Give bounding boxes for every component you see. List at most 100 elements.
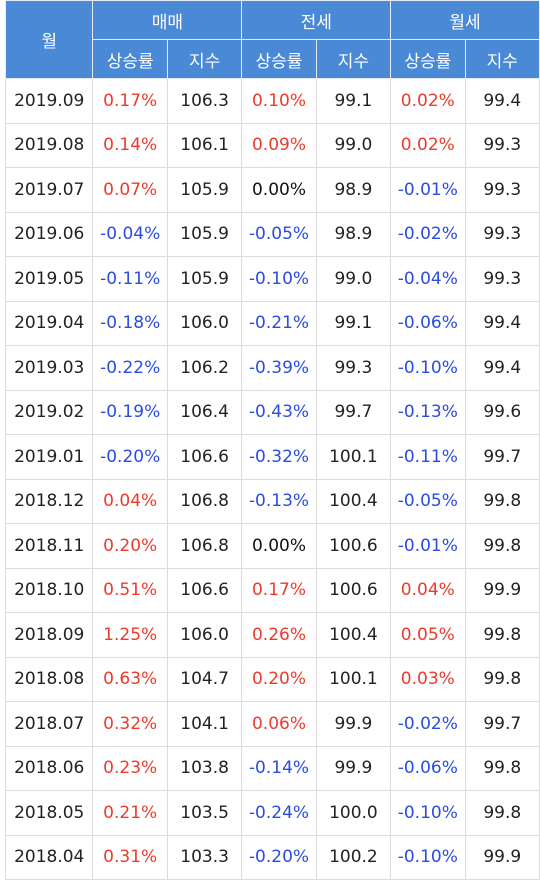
sale-rate-cell: 0.17% xyxy=(92,78,168,124)
month-cell: 2018.09 xyxy=(4,612,94,658)
wolse-group-header: 월세 xyxy=(390,0,540,40)
month-cell: 2019.07 xyxy=(4,167,94,213)
sale-index-cell: 103.8 xyxy=(166,745,243,791)
wolse-rate-cell: -0.11% xyxy=(390,434,466,480)
table-body: 2019.09 0.17% 106.3 0.10% 99.1 0.02% 99.4 2019.… xyxy=(4,78,540,880)
sale-rate-cell: -0.20% xyxy=(92,434,168,480)
sale-rate-cell: 0.23% xyxy=(92,745,168,791)
jeonse-rate-cell: -0.21% xyxy=(241,300,317,346)
month-cell: 2018.12 xyxy=(4,478,94,524)
jeonse-rate-cell: 0.20% xyxy=(241,656,317,702)
month-cell: 2019.04 xyxy=(4,300,94,346)
jeonse-index-cell: 99.1 xyxy=(315,300,392,346)
jeonse-group-header: 전세 xyxy=(241,0,392,40)
month-cell: 2018.05 xyxy=(4,790,94,836)
sale-index-cell: 103.3 xyxy=(166,834,243,880)
jeonse-index-cell: 100.1 xyxy=(315,656,392,702)
sale-index-cell: 104.7 xyxy=(166,656,243,702)
price-index-table: 월 매매 전세 월세 상승률 지수 상승률 지수 상승률 지수 2019.09 0… xyxy=(4,0,540,880)
month-cell: 2018.10 xyxy=(4,567,94,613)
table-row: 2019.02 -0.19% 106.4 -0.43% 99.7 -0.13% 99.6 xyxy=(4,389,540,435)
sale-index-cell: 106.6 xyxy=(166,434,243,480)
wolse-index-cell: 99.3 xyxy=(464,122,540,168)
month-header: 월 xyxy=(4,0,94,79)
sale-rate-cell: -0.19% xyxy=(92,389,168,435)
jeonse-rate-header: 상승률 xyxy=(241,39,317,79)
sale-rate-cell: -0.22% xyxy=(92,345,168,391)
table-row: 2018.08 0.63% 104.7 0.20% 100.1 0.03% 99.8 xyxy=(4,656,540,702)
table-row: 2018.05 0.21% 103.5 -0.24% 100.0 -0.10% 99.8 xyxy=(4,790,540,836)
jeonse-rate-cell: 0.06% xyxy=(241,701,317,747)
table-row: 2019.01 -0.20% 106.6 -0.32% 100.1 -0.11% 99.7 xyxy=(4,434,540,480)
jeonse-rate-cell: -0.05% xyxy=(241,211,317,257)
jeonse-index-cell: 99.0 xyxy=(315,256,392,302)
wolse-index-cell: 99.3 xyxy=(464,256,540,302)
table-row: 2019.03 -0.22% 106.2 -0.39% 99.3 -0.10% 99.4 xyxy=(4,345,540,391)
jeonse-index-cell: 100.2 xyxy=(315,834,392,880)
jeonse-rate-cell: -0.43% xyxy=(241,389,317,435)
sale-index-cell: 104.1 xyxy=(166,701,243,747)
jeonse-rate-cell: -0.10% xyxy=(241,256,317,302)
jeonse-index-cell: 99.3 xyxy=(315,345,392,391)
wolse-index-cell: 99.8 xyxy=(464,612,540,658)
sale-index-cell: 105.9 xyxy=(166,256,243,302)
wolse-rate-cell: -0.06% xyxy=(390,745,466,791)
jeonse-rate-cell: 0.00% xyxy=(241,523,317,569)
month-cell: 2018.08 xyxy=(4,656,94,702)
wolse-index-cell: 99.7 xyxy=(464,701,540,747)
jeonse-rate-cell: -0.39% xyxy=(241,345,317,391)
month-cell: 2019.09 xyxy=(4,78,94,124)
table-row: 2019.06 -0.04% 105.9 -0.05% 98.9 -0.02% 99.3 xyxy=(4,211,540,257)
wolse-rate-cell: 0.04% xyxy=(390,567,466,613)
wolse-rate-cell: -0.04% xyxy=(390,256,466,302)
sale-index-cell: 106.4 xyxy=(166,389,243,435)
sale-rate-cell: 0.32% xyxy=(92,701,168,747)
sale-index-cell: 106.0 xyxy=(166,612,243,658)
wolse-index-cell: 99.4 xyxy=(464,345,540,391)
jeonse-index-cell: 100.6 xyxy=(315,567,392,613)
jeonse-index-cell: 99.1 xyxy=(315,78,392,124)
month-cell: 2018.11 xyxy=(4,523,94,569)
wolse-rate-cell: -0.05% xyxy=(390,478,466,524)
sale-rate-cell: 0.04% xyxy=(92,478,168,524)
jeonse-rate-cell: -0.20% xyxy=(241,834,317,880)
month-cell: 2018.06 xyxy=(4,745,94,791)
month-cell: 2018.07 xyxy=(4,701,94,747)
month-cell: 2018.04 xyxy=(4,834,94,880)
month-cell: 2019.08 xyxy=(4,122,94,168)
month-cell: 2019.03 xyxy=(4,345,94,391)
jeonse-index-cell: 100.0 xyxy=(315,790,392,836)
table-row: 2018.11 0.20% 106.8 0.00% 100.6 -0.01% 99.8 xyxy=(4,523,540,569)
wolse-index-cell: 99.3 xyxy=(464,167,540,213)
wolse-index-cell: 99.9 xyxy=(464,834,540,880)
wolse-rate-cell: -0.10% xyxy=(390,790,466,836)
jeonse-index-cell: 98.9 xyxy=(315,167,392,213)
sale-rate-cell: 1.25% xyxy=(92,612,168,658)
sale-index-cell: 106.8 xyxy=(166,478,243,524)
wolse-index-cell: 99.4 xyxy=(464,300,540,346)
wolse-rate-cell: -0.01% xyxy=(390,167,466,213)
jeonse-index-cell: 99.9 xyxy=(315,701,392,747)
wolse-rate-cell: -0.10% xyxy=(390,834,466,880)
sale-rate-cell: 0.20% xyxy=(92,523,168,569)
jeonse-rate-cell: 0.10% xyxy=(241,78,317,124)
wolse-rate-header: 상승률 xyxy=(390,39,466,79)
jeonse-index-cell: 100.6 xyxy=(315,523,392,569)
wolse-index-cell: 99.4 xyxy=(464,78,540,124)
jeonse-index-header: 지수 xyxy=(315,39,392,79)
jeonse-index-cell: 99.0 xyxy=(315,122,392,168)
sale-index-cell: 105.9 xyxy=(166,211,243,257)
month-cell: 2019.02 xyxy=(4,389,94,435)
wolse-rate-cell: -0.02% xyxy=(390,211,466,257)
wolse-index-header: 지수 xyxy=(464,39,540,79)
sale-group-header: 매매 xyxy=(92,0,243,40)
sale-index-cell: 106.0 xyxy=(166,300,243,346)
month-cell: 2019.05 xyxy=(4,256,94,302)
wolse-rate-cell: 0.02% xyxy=(390,78,466,124)
table-row: 2018.07 0.32% 104.1 0.06% 99.9 -0.02% 99.7 xyxy=(4,701,540,747)
wolse-rate-cell: -0.02% xyxy=(390,701,466,747)
jeonse-rate-cell: -0.24% xyxy=(241,790,317,836)
sale-rate-cell: 0.14% xyxy=(92,122,168,168)
table-row: 2018.10 0.51% 106.6 0.17% 100.6 0.04% 99.9 xyxy=(4,567,540,613)
wolse-index-cell: 99.9 xyxy=(464,567,540,613)
